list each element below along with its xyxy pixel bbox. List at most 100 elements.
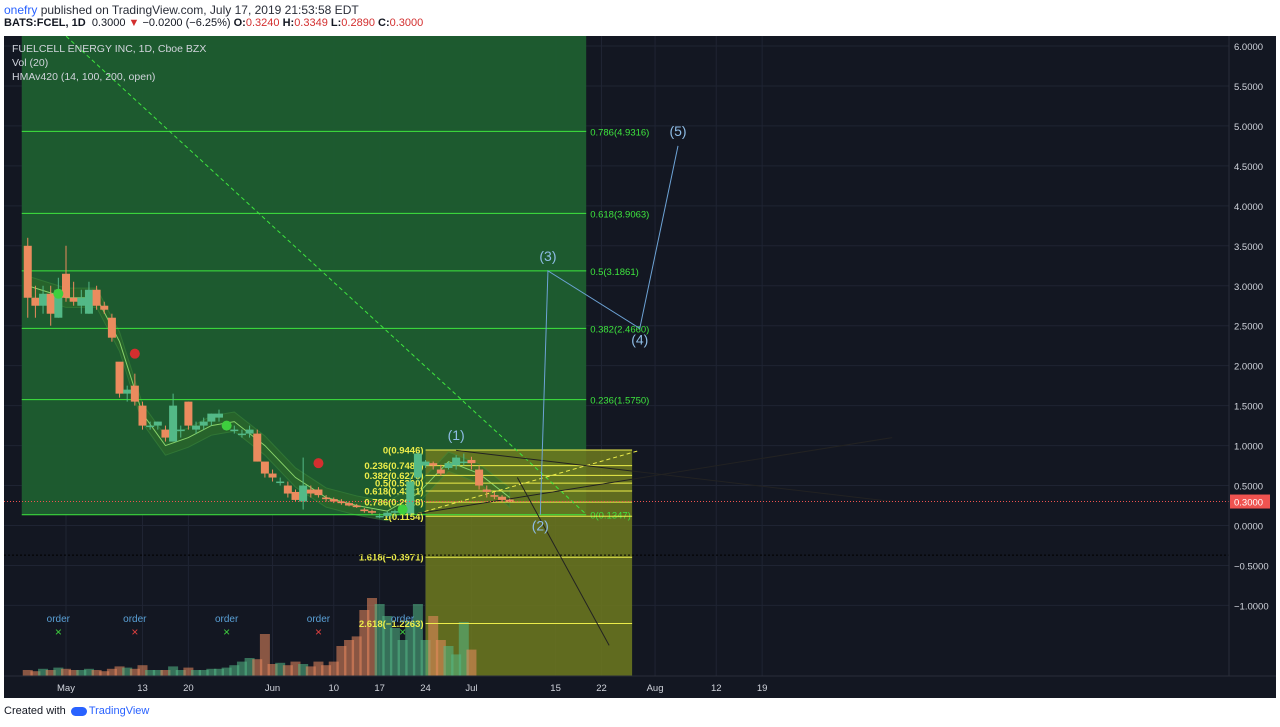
volume-bar [267,664,278,676]
candle-body [100,305,109,310]
candle-body [268,473,277,478]
volume-bar [344,640,355,676]
candle-body [169,405,178,442]
fib-extension-label: 0.786(4.9316) [590,127,649,138]
volume-bar [106,668,117,676]
signal-marker [221,420,232,431]
volume-bar [206,668,217,676]
candle-body [146,425,155,428]
candle-body [436,469,445,474]
order-mark: × [223,625,230,639]
volume-bar [382,616,393,676]
candle-body [421,461,430,466]
high-value: 0.3349 [294,17,328,29]
volume-bar [221,667,232,676]
fib-retrace-label: 0.618(0.4321) [364,486,423,497]
close-value: 0.3000 [389,17,424,29]
footer: Created with TradingView [4,705,149,717]
volume-bar [412,604,423,676]
fib-extension-label: 0.618(3.9063) [590,209,649,220]
candle-body [39,293,48,306]
volume-bar [428,616,439,676]
fib-extension-label: 0.236(1.5750) [590,396,649,407]
candle-body [253,433,262,462]
candle-body [23,245,32,298]
time-axis-tick: 24 [420,683,431,694]
change-value: −0.0200 (−6.25%) [142,17,231,29]
candle-body [176,429,185,432]
fib-retrace-label: 0.236(0.7489) [364,461,423,472]
time-axis-tick: May [57,683,75,694]
candle-body [429,463,438,466]
order-label: order [307,614,331,625]
high-label: H: [282,17,295,29]
volume-bar [397,640,408,676]
candle-body [482,489,491,492]
price-axis-tick: −0.5000 [1234,561,1269,572]
order-label: order [215,614,239,625]
volume-bar [114,666,125,676]
volume-bar [214,668,224,676]
signal-marker [53,288,64,299]
price-axis-tick: 3.5000 [1234,242,1263,253]
open-value: 0.3240 [245,17,280,29]
volume-bar [91,670,102,676]
elliott-wave-label: (2) [532,518,549,534]
tradingview-logo-icon [70,706,87,716]
publish-text: published on TradingView.com, July 17, 2… [40,3,359,17]
candle-body [107,317,116,338]
plot-area: 1(6.2376)0.786(4.9316)0.618(3.9063)0.5(3… [4,36,1229,676]
price-axis-tick: 4.0000 [1234,202,1263,213]
volume-bar [99,671,110,676]
last-price-tag [1230,494,1270,509]
candle-body [138,405,147,426]
price-axis-tick: 0.5000 [1234,482,1263,493]
signal-marker [313,458,324,469]
candle-body [498,496,507,500]
volume-bar [252,659,263,676]
volume-bar [336,646,347,676]
author-link[interactable]: onefry [4,3,38,17]
order-mark: × [55,625,62,639]
volume-bar [443,646,454,676]
elliott-wave-label: (5) [669,123,686,139]
candle-body [260,461,269,474]
time-axis-tick: 22 [596,683,607,694]
candle-body [490,495,499,497]
price-axis-tick: 2.0000 [1234,362,1263,373]
candle-body [375,515,384,518]
candle-body [368,511,376,513]
candle-body [444,463,453,468]
candle-body [84,289,93,314]
close-label: C: [378,17,390,29]
order-label: order [391,614,415,625]
price-chart[interactable]: 1(6.2376)0.786(4.9316)0.618(3.9063)0.5(3… [4,36,1276,698]
candle-body [383,512,392,516]
candle-body [184,401,193,426]
ohlc-header: BATS:FCEL, 1D 0.3000 ▼ −0.0200 (−6.25%) … [4,17,423,29]
volume-bar [451,654,462,676]
volume-bar [38,668,49,676]
candle-body [92,289,101,306]
volume-bar [282,665,293,676]
candle-body [199,421,208,426]
elliott-wave-path [539,145,679,515]
fib-retrace-label: 2.618(−1.2263) [359,619,424,630]
order-label: order [123,614,147,625]
price-axis-tick: 4.5000 [1234,162,1263,173]
price-axis-tick: 1.0000 [1234,442,1263,453]
candle-body [459,461,468,464]
legend-hma[interactable]: HMAv420 (14, 100, 200, open) [12,71,156,83]
candle-body [467,459,476,464]
time-axis-tick: Jun [265,683,280,694]
legend-volume[interactable]: Vol (20) [12,57,49,69]
candle-body [237,433,246,436]
fib-retrace-label: 0.786(0.2928) [364,498,423,509]
fib-retrace-label: 0.382(0.6278) [364,471,423,482]
uptrend-dashed-line [417,449,640,514]
candle-body [406,481,415,514]
candle-body [314,489,323,496]
time-axis-tick: Aug [647,683,664,694]
tradingview-link[interactable]: TradingView [88,705,150,717]
volume-bar [405,622,416,676]
